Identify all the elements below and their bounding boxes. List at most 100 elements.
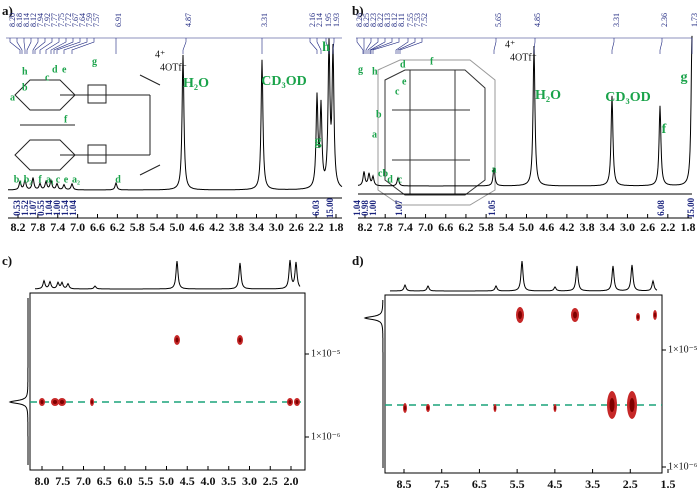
contour-core	[60, 400, 64, 404]
contour-core	[637, 315, 639, 319]
integral: 1.07	[394, 200, 404, 216]
x-tick-label: 6.2	[110, 220, 125, 234]
shift-connector	[611, 38, 615, 54]
shift-connector	[332, 38, 335, 54]
contour-core	[53, 400, 57, 404]
spectrum	[8, 38, 343, 191]
molecule-a	[14, 74, 161, 176]
x-tick-label: 4.6	[189, 220, 204, 234]
shift-connector	[9, 38, 21, 54]
x-tick-label: 4.6	[539, 220, 554, 234]
integral: 6.08	[656, 200, 666, 216]
shift-connector	[32, 38, 39, 54]
panel-label: c)	[2, 253, 12, 268]
shift-label: 4.87	[184, 13, 193, 27]
x-tick-label: 3.4	[600, 220, 615, 234]
shift-label: 7.72	[64, 13, 73, 27]
contour-core	[494, 406, 496, 410]
peak-letter: c	[56, 174, 61, 185]
x-tick-label: 6.2	[458, 220, 473, 234]
x-tick-label: 4.2	[559, 220, 574, 234]
x-tick-label: 7.5	[55, 474, 70, 488]
shift-connector	[316, 38, 322, 54]
contour-core	[654, 312, 656, 318]
shift-connector	[309, 38, 318, 54]
structure-label: f	[430, 56, 434, 67]
structure-label: a	[10, 92, 15, 103]
shift-connector	[26, 38, 32, 54]
x-tick-label: 3.8	[229, 220, 244, 234]
shift-label: 8.20	[8, 13, 17, 27]
contour-core	[288, 400, 292, 404]
peak-letter: cb	[378, 168, 388, 179]
x-tick-label: 7.0	[418, 220, 433, 234]
shift-label: 8.12	[390, 13, 399, 27]
y-tick-label: 1×10⁻⁵	[311, 348, 340, 359]
shift-connector	[372, 38, 400, 54]
shift-label: 7.52	[420, 13, 429, 27]
shift-label: 8.12	[29, 13, 38, 27]
peak-letter: d	[387, 174, 393, 185]
x-tick-label: 5.8	[479, 220, 494, 234]
projection-left	[363, 300, 384, 468]
x-tick-label: 5.0	[170, 220, 185, 234]
x-tick-label: 3.4	[249, 220, 264, 234]
structure-label: h	[22, 66, 28, 77]
x-tick-label: 3.0	[620, 220, 635, 234]
integral: 15.00	[325, 197, 335, 218]
peak-letter: b₁	[14, 174, 23, 185]
structure-label: a	[372, 129, 377, 140]
shift-connector	[399, 38, 423, 54]
shift-connector	[395, 38, 409, 54]
structure-label: e	[402, 76, 407, 87]
shift-label: 8.11	[397, 13, 406, 27]
panel-label: d)	[352, 253, 364, 268]
peak-letter: d	[115, 174, 121, 185]
peak-assignment: g	[681, 70, 688, 85]
peak-assignment: f	[662, 122, 667, 137]
contour-core	[518, 311, 522, 319]
structure-label: b	[22, 82, 28, 93]
shift-label: 7.75	[57, 13, 66, 27]
shift-label: 7.94	[36, 13, 45, 27]
shift-connector	[23, 38, 26, 54]
shift-label: 1.95	[324, 13, 333, 27]
shift-connector	[493, 38, 497, 54]
peak-assignment: CD₃OD	[261, 74, 306, 89]
structure-label: f	[64, 114, 68, 125]
y-tick-label: 1×10⁻⁶	[311, 431, 341, 442]
x-tick-label: 6.5	[472, 477, 487, 491]
peak-assignment: g	[315, 134, 322, 149]
shift-label: 7.53	[413, 13, 422, 27]
shift-connector	[365, 38, 372, 54]
x-tick-label: 7.8	[378, 220, 393, 234]
projection-left	[8, 298, 29, 465]
projection-top	[35, 259, 301, 290]
integral: 15.00	[686, 197, 696, 218]
x-tick-label: 5.0	[159, 474, 174, 488]
contour-core	[573, 311, 577, 319]
peak-assignment: H₂O	[535, 88, 561, 103]
x-tick-label: 5.5	[510, 477, 525, 491]
molecule-b	[377, 59, 496, 206]
structure-label: c	[45, 72, 50, 83]
x-tick-label: 4.0	[201, 474, 216, 488]
x-tick-label: 4.5	[180, 474, 195, 488]
structure-label: b	[376, 109, 382, 120]
contour-core	[629, 398, 635, 412]
peak-letter: f	[38, 174, 42, 185]
structure-label: g	[358, 64, 363, 75]
x-tick-label: 3.5	[585, 477, 600, 491]
integral: 6.03	[311, 200, 321, 216]
integral: 1.00	[368, 200, 378, 216]
integral: 0.98	[360, 200, 370, 216]
shift-connector	[370, 38, 393, 54]
shift-connector	[367, 38, 379, 54]
x-tick-label: 1.5	[661, 477, 676, 491]
x-tick-label: 3.0	[242, 474, 257, 488]
integral: 1.04	[68, 200, 78, 216]
shift-connector	[659, 38, 663, 54]
shift-label: 8.25	[362, 13, 371, 27]
x-tick-label: 5.8	[130, 220, 145, 234]
x-tick-label: 3.0	[269, 220, 284, 234]
